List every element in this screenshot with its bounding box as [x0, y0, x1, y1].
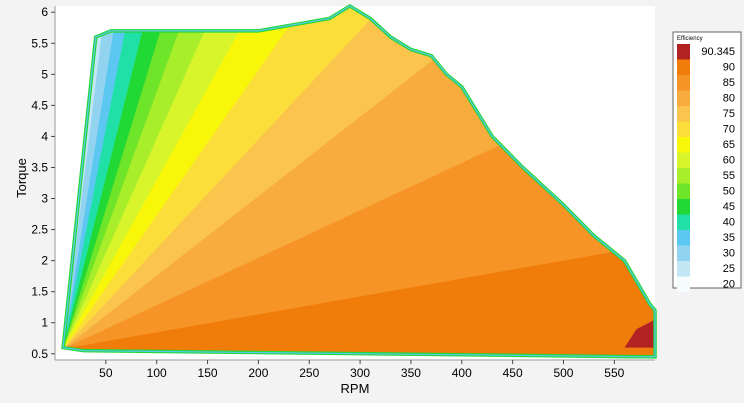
y-tick-label: 5: [41, 67, 48, 81]
legend-swatch: [677, 44, 690, 60]
legend-swatch: [677, 199, 690, 215]
legend-label: 60: [723, 155, 735, 167]
x-axis-title: RPM: [341, 381, 370, 396]
legend-label: 90: [723, 62, 735, 74]
legend-label: 55: [723, 170, 735, 182]
plot-area: [55, 3, 657, 360]
legend-label: 80: [723, 93, 735, 105]
legend-swatch: [677, 106, 690, 122]
legend-title: Efficiency: [677, 36, 703, 42]
y-axis-title: Torque: [14, 158, 29, 198]
legend-swatch: [677, 183, 690, 199]
legend-label: 35: [723, 232, 735, 244]
x-tick-label: 250: [299, 366, 319, 380]
y-tick-label: 3.5: [31, 160, 48, 174]
band-peak: [624, 319, 655, 348]
legend-swatch: [677, 245, 690, 261]
x-tick-label: 200: [248, 366, 268, 380]
legend-swatch: [677, 230, 690, 246]
x-tick-label: 400: [452, 366, 472, 380]
y-axis: 0.5 1 1.5 2 2.5 3 3.5 4 4.5 5 5.5 6: [31, 5, 56, 361]
legend-label: 50: [723, 186, 735, 198]
legend-label: 30: [723, 248, 735, 260]
legend-swatch: [677, 75, 690, 91]
region-outline-cyan: [62, 5, 656, 358]
legend-label: 75: [723, 108, 735, 120]
legend-label: 40: [723, 217, 735, 229]
legend-swatch: [677, 90, 690, 106]
x-tick-label: 550: [604, 366, 624, 380]
y-tick-label: 1.5: [31, 285, 48, 299]
legend-label: 85: [723, 77, 735, 89]
y-tick-label: 3: [41, 192, 48, 206]
y-tick-label: 4.5: [31, 98, 48, 112]
legend-swatch: [677, 276, 690, 292]
x-tick-label: 50: [99, 366, 113, 380]
legend-label: 70: [723, 124, 735, 136]
y-tick-label: 6: [41, 5, 48, 19]
x-tick-label: 300: [350, 366, 370, 380]
y-tick-label: 1: [41, 316, 48, 330]
y-tick-label: 2: [41, 254, 48, 268]
x-tick-label: 450: [503, 366, 523, 380]
x-tick-label: 350: [401, 366, 421, 380]
y-tick-label: 4: [41, 129, 48, 143]
legend: Efficiency 90.345 90 85 80 75 70 65 60 55 50 45 40 35…: [672, 31, 742, 292]
x-axis: 50 100 150 200 250 300 350 400 450 500 550: [55, 359, 655, 380]
legend-swatch: [677, 137, 690, 153]
legend-label: 20: [723, 279, 735, 291]
legend-swatch: [677, 59, 690, 75]
y-tick-label: 0.5: [31, 347, 48, 361]
legend-swatch: [677, 261, 690, 277]
legend-swatch: [677, 121, 690, 137]
legend-label: 65: [723, 139, 735, 151]
legend-swatch: [677, 168, 690, 184]
legend-label: 45: [723, 201, 735, 213]
x-tick-label: 500: [553, 366, 573, 380]
x-tick-label: 150: [198, 366, 218, 380]
y-tick-label: 5.5: [31, 36, 48, 50]
legend-label: 90.345: [701, 46, 735, 58]
legend-label: 25: [723, 263, 735, 275]
y-tick-label: 2.5: [31, 223, 48, 237]
legend-swatch: [677, 214, 690, 230]
x-tick-label: 100: [147, 366, 167, 380]
legend-swatch: [677, 152, 690, 168]
